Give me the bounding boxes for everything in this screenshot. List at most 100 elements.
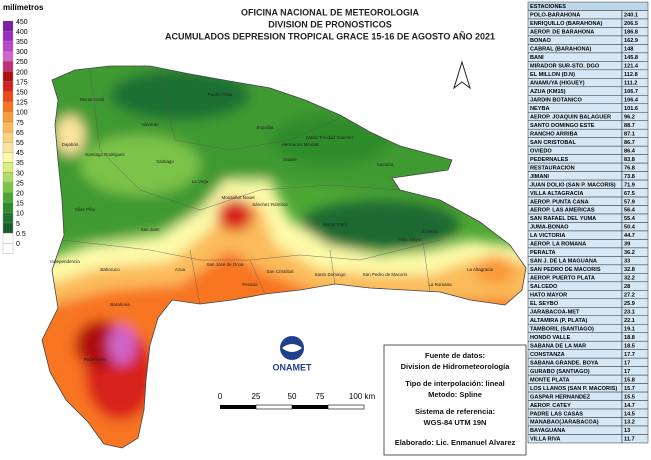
station-name: SAN PEDRO DE MACORIS — [530, 267, 601, 273]
legend-label: 400 — [16, 29, 28, 36]
legend-swatch — [2, 41, 14, 52]
station-value: 15.7 — [624, 386, 635, 392]
legend-swatch — [2, 81, 14, 92]
station-name: MANABAO(JARABACOA) — [530, 420, 599, 426]
station-value: 86.7 — [624, 140, 635, 146]
legend-label: 65 — [16, 130, 24, 137]
scale-label: 25 — [252, 392, 261, 401]
station-value: 27.2 — [624, 293, 635, 299]
legend-swatch — [2, 243, 14, 254]
station-name: JUMA-BONAO — [530, 225, 569, 231]
legend-label: 125 — [16, 100, 28, 107]
place-label: Monte Plata — [323, 222, 348, 227]
legend-label: 200 — [16, 69, 28, 76]
place-label: Samaná — [377, 162, 394, 167]
info-text: Fuente de datos: — [425, 351, 485, 360]
place-label: Valverde — [141, 122, 159, 127]
place-label: Santiago Rodriguez — [85, 152, 125, 157]
legend-swatch — [2, 162, 14, 173]
station-value: 87.1 — [624, 131, 635, 137]
station-value: 186.8 — [624, 30, 638, 36]
station-name: JIMANI — [530, 174, 549, 180]
station-value: 19.1 — [624, 326, 635, 332]
station-value: 96.2 — [624, 114, 635, 120]
legend-label: 0 — [16, 241, 20, 248]
legend-label: 5 — [16, 221, 20, 228]
station-name: GASPAR HERNANDEZ — [530, 394, 591, 400]
station-value: 14.7 — [624, 403, 635, 409]
legend-label: 300 — [16, 49, 28, 56]
station-value: 11.7 — [624, 437, 635, 443]
legend-swatch — [2, 30, 14, 42]
station-value: 206.5 — [624, 21, 638, 27]
legend-swatch — [2, 202, 14, 214]
legend-swatch — [2, 111, 14, 123]
legend-label: 450 — [16, 19, 28, 26]
scale-label: 100 km — [349, 392, 376, 401]
place-label: Monseñor Nouel — [221, 195, 254, 200]
station-value: 67.5 — [624, 191, 635, 197]
station-name: EL SEYBO — [530, 301, 559, 307]
legend-label: 45 — [16, 150, 24, 157]
legend-label: 250 — [16, 59, 28, 66]
station-value: 28 — [624, 284, 630, 290]
station-value: 88.7 — [624, 123, 635, 129]
station-name: VILLA ALTAGRACIA — [530, 191, 583, 197]
scale-bar — [220, 404, 365, 410]
legend-label: 175 — [16, 79, 28, 86]
place-label: La Romana — [428, 282, 452, 287]
station-name: MIRADOR SUR-STO. DGO — [530, 64, 600, 70]
station-name: AEROP. JOAQUIN BALAGUER — [530, 114, 611, 120]
station-name: ANAMUYA (HIGUEY) — [530, 81, 585, 87]
legend-label: 0.5 — [16, 231, 26, 238]
info-text: Tipo de interpolación: lineal — [405, 379, 504, 388]
logo — [280, 336, 304, 360]
place-label: Bahoruco — [100, 267, 120, 272]
station-name: RESTAURACION — [530, 165, 575, 171]
table-header: ESTACIONES — [530, 4, 566, 10]
station-name: SANTO DOMINGO ESTE — [530, 123, 595, 129]
place-label: María Trinidad Sánchez — [306, 135, 354, 140]
station-value: 39 — [624, 242, 630, 248]
station-name: NEYBA — [530, 106, 550, 112]
station-name: TAMBORIL (SANTIAGO) — [530, 326, 594, 332]
legend-swatch — [2, 101, 14, 113]
station-value: 112.8 — [624, 72, 638, 78]
legend-swatch — [2, 222, 14, 234]
legend-swatch — [2, 232, 14, 244]
scale-label: 75 — [316, 392, 325, 401]
station-value: 76.8 — [624, 165, 635, 171]
station-value: 22.1 — [624, 318, 635, 324]
legend-label: 15 — [16, 201, 24, 208]
station-value: 50.4 — [624, 225, 636, 231]
station-value: 17 — [624, 369, 630, 375]
legend-label: 150 — [16, 90, 28, 97]
station-name: SALCEDO — [530, 284, 558, 290]
station-value: 15.8 — [624, 377, 635, 383]
place-label: Duarte — [283, 157, 297, 162]
station-value: 13.2 — [624, 420, 635, 426]
title: OFICINA NACIONAL DE METEOROLOGIA — [241, 7, 420, 17]
station-name: PERALTA — [530, 250, 556, 256]
station-name: ALTAMIRA (P. PLATA) — [530, 318, 588, 324]
place-label: Hermanas Mirabal — [282, 142, 319, 147]
station-value: 148 — [624, 47, 633, 53]
legend-swatch — [2, 71, 14, 82]
station-name: CONSTANZA — [530, 352, 565, 358]
place-label: Azua — [175, 267, 186, 272]
station-value: 83.8 — [624, 157, 635, 163]
place-label: La Altagracia — [467, 267, 494, 272]
station-name: POLO-BARAHONA — [530, 13, 580, 19]
station-value: 17.7 — [624, 352, 635, 358]
place-label: La Vega — [192, 179, 209, 184]
logo-text: ONAMET — [273, 362, 312, 372]
place-label: Independencia — [50, 259, 80, 264]
station-value: 32.8 — [624, 267, 635, 273]
station-name: JUAN DOLIO (SAN P. MACORIS) — [530, 182, 616, 188]
station-name: LA VICTORIA — [530, 233, 565, 239]
station-name: EL MILLON (D.N) — [530, 72, 575, 78]
scale-label: 0 — [218, 392, 223, 401]
legend-title: milímetros — [3, 3, 44, 12]
legend-swatch — [2, 121, 14, 133]
station-value: 36.2 — [624, 250, 635, 256]
